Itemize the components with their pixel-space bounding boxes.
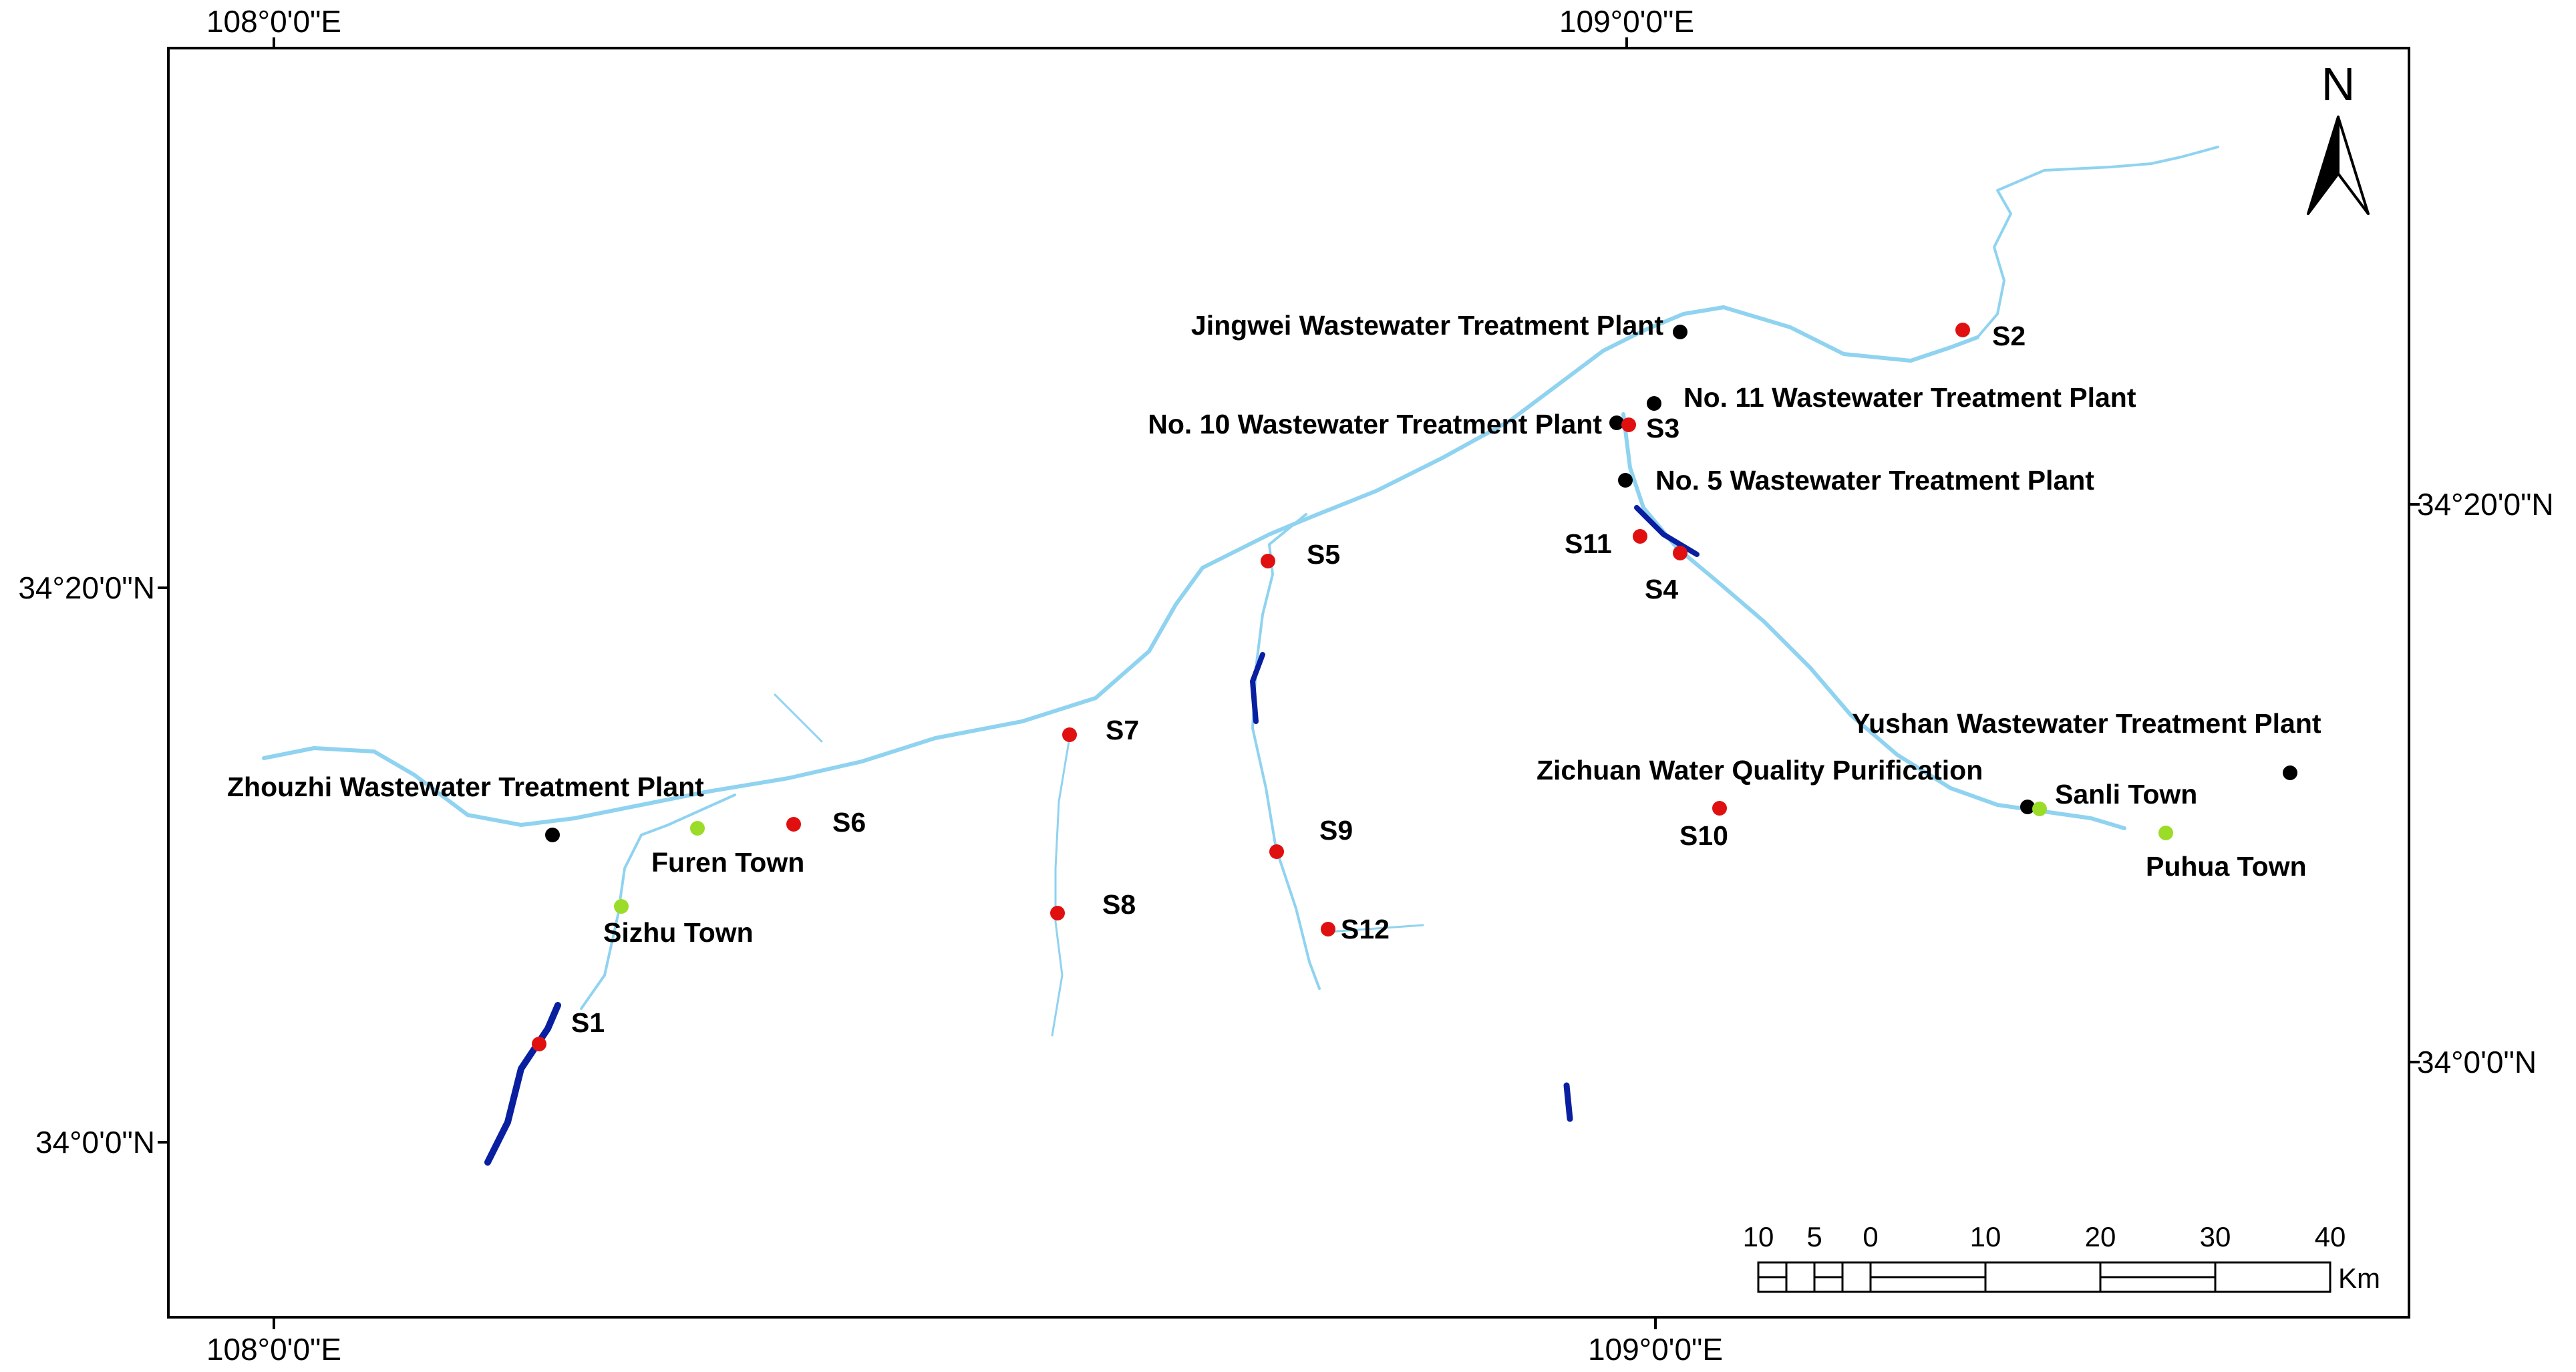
site-label-s9: S9: [1319, 815, 1353, 846]
plant-marker-zichuan[interactable]: [2020, 800, 2035, 814]
site-marker-s10[interactable]: [1712, 801, 1727, 816]
town-label-sanli: Sanli Town: [2055, 779, 2197, 810]
frame-ticks: [158, 37, 2420, 1329]
site-label-s6: S6: [832, 807, 866, 838]
town-marker-puhua[interactable]: [2158, 826, 2173, 840]
site-marker-s1[interactable]: [532, 1037, 546, 1051]
reservoirs: [484, 505, 1700, 1166]
coord-right-upper: 34°20'0"N: [2417, 487, 2554, 522]
site-marker-s12[interactable]: [1321, 922, 1335, 936]
scale-tick: 30: [2200, 1221, 2231, 1252]
plant-marker-yushan[interactable]: [2283, 765, 2297, 780]
site-label-s12: S12: [1341, 914, 1390, 945]
coord-bottom-left: 108°0'0"E: [206, 1332, 341, 1367]
site-marker-s6[interactable]: [786, 817, 801, 832]
site-label-s8: S8: [1102, 889, 1136, 920]
site-marker-s5[interactable]: [1261, 554, 1275, 568]
reservoir-s1: [484, 1002, 561, 1166]
site-labels: S1 S2 S3 S4 S5 S6 S7 S8 S9 S10 S11 S12: [571, 321, 2026, 1038]
site-label-s2: S2: [1992, 321, 2026, 351]
treatment-plants: [545, 325, 2297, 842]
river-ne: [1976, 146, 2219, 339]
river-west: [774, 693, 823, 743]
plant-label-no5: No. 5 Wastewater Treatment Plant: [1655, 465, 2094, 496]
site-marker-s9[interactable]: [1269, 844, 1284, 859]
river-sizhu: [580, 794, 736, 1010]
town-marker-furen[interactable]: [690, 821, 705, 836]
river-s12: [1328, 924, 1424, 933]
river-network: [262, 146, 2219, 1037]
reservoir-s4: [1634, 505, 1700, 557]
scale-tick: 5: [1806, 1221, 1822, 1252]
scale-unit: Km: [2338, 1262, 2380, 1294]
scale-tick: 10: [1743, 1221, 1774, 1252]
site-label-s4: S4: [1645, 574, 1678, 605]
plant-label-no10: No. 10 Wastewater Treatment Plant: [1148, 409, 1602, 440]
coord-left-upper: 34°20'0"N: [18, 570, 155, 605]
site-label-s5: S5: [1307, 539, 1340, 570]
town-marker-sizhu[interactable]: [614, 899, 629, 914]
scale-bar-ticks: 10 5 0 10 20 30 40: [1743, 1221, 2346, 1252]
site-label-s1: S1: [571, 1007, 605, 1038]
town-label-sizhu: Sizhu Town: [603, 917, 754, 948]
town-label-puhua: Puhua Town: [2146, 851, 2307, 882]
sampling-sites: [532, 323, 1970, 1051]
north-arrow: N: [2307, 58, 2370, 215]
coord-bottom-right: 109°0'0"E: [1588, 1332, 1723, 1367]
towns: [614, 802, 2173, 914]
wei-river: [262, 305, 1979, 827]
map-frame: [167, 47, 2410, 1319]
coord-top-right: 109°0'0"E: [1559, 4, 1694, 39]
north-arrow-label: N: [2321, 58, 2356, 110]
plant-label-jingwei: Jingwei Wastewater Treatment Plant: [1191, 310, 1663, 341]
town-marker-sanli[interactable]: [2032, 802, 2047, 816]
scale-tick: 0: [1863, 1221, 1878, 1252]
site-marker-s7[interactable]: [1062, 727, 1077, 742]
plant-marker-no11[interactable]: [1647, 396, 1661, 411]
plant-labels: Jingwei Wastewater Treatment Plant No. 1…: [227, 310, 2321, 802]
town-labels: Furen Town Sizhu Town Sanli Town Puhua T…: [603, 779, 2307, 948]
scale-tick: 40: [2315, 1221, 2346, 1252]
site-label-s3: S3: [1646, 413, 1679, 444]
site-marker-s11[interactable]: [1633, 529, 1647, 544]
plant-label-zichuan: Zichuan Water Quality Purification: [1537, 755, 1983, 786]
site-marker-s4[interactable]: [1673, 546, 1687, 560]
coord-right-lower: 34°0'0"N: [2417, 1045, 2537, 1079]
plant-marker-no5[interactable]: [1618, 473, 1633, 488]
site-label-s10: S10: [1679, 820, 1728, 851]
reservoir-s9: [1249, 652, 1265, 724]
site-marker-s3[interactable]: [1621, 417, 1636, 432]
plant-marker-jingwei[interactable]: [1673, 325, 1687, 339]
plant-label-zhouzhi: Zhouzhi Wastewater Treatment Plant: [227, 771, 704, 802]
river-s8: [1051, 740, 1070, 1037]
plant-label-yushan: Yushan Wastewater Treatment Plant: [1852, 708, 2321, 739]
coord-left-lower: 34°0'0"N: [35, 1125, 155, 1160]
plant-label-no11: No. 11 Wastewater Treatment Plant: [1683, 382, 2136, 413]
site-marker-s8[interactable]: [1050, 906, 1065, 920]
coord-top-left: 108°0'0"E: [206, 4, 341, 39]
site-marker-s2[interactable]: [1955, 323, 1970, 337]
scale-tick: 10: [1970, 1221, 2001, 1252]
scale-bar: 10 5 0 10 20 30 40 Km: [1743, 1221, 2380, 1294]
scale-tick: 20: [2085, 1221, 2116, 1252]
plant-marker-no10[interactable]: [1609, 415, 1624, 430]
reservoir-center: [1563, 1082, 1573, 1122]
site-label-s7: S7: [1106, 715, 1139, 745]
plant-marker-zhouzhi[interactable]: [545, 828, 560, 842]
town-label-furen: Furen Town: [651, 847, 804, 878]
site-label-s11: S11: [1565, 528, 1612, 559]
